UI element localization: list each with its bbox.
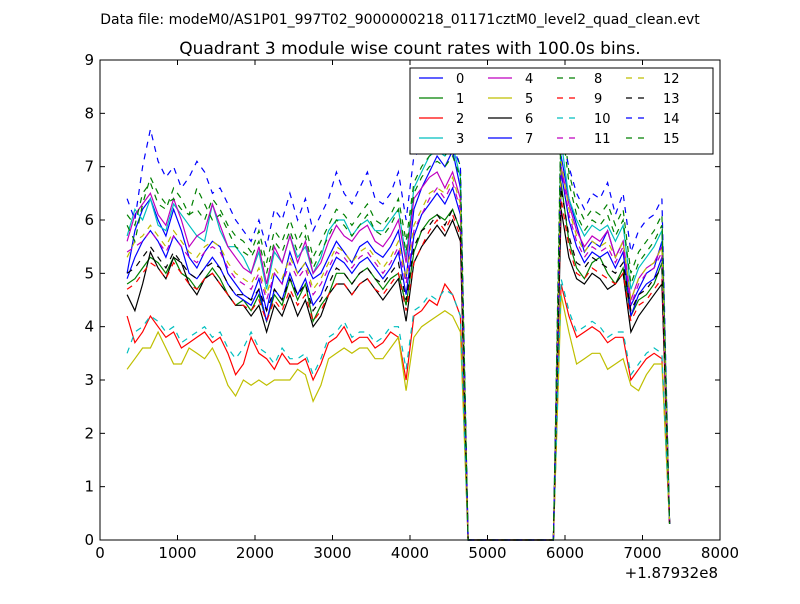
legend-label-13: 13 bbox=[663, 92, 680, 107]
legend-box bbox=[409, 67, 714, 155]
legend-label-0: 0 bbox=[456, 72, 464, 87]
series-line-2 bbox=[126, 282, 671, 541]
legend-label-8: 8 bbox=[594, 72, 602, 87]
axis-ticks: 0 1000 2000 3000 4000 5000 6000 7000 80000123456… bbox=[84, 51, 739, 562]
x-tick-label: 3000 bbox=[313, 544, 351, 562]
x-offset-label: +1.87932e8 bbox=[625, 564, 718, 582]
x-tick-label: 7000 bbox=[623, 544, 661, 562]
series-line-15 bbox=[126, 118, 671, 541]
legend-label-10: 10 bbox=[594, 112, 611, 127]
y-tick-label: 4 bbox=[84, 318, 94, 336]
series-line-7 bbox=[126, 171, 671, 541]
series-line-10 bbox=[126, 278, 671, 541]
series-line-9 bbox=[126, 198, 671, 541]
legend-label-7: 7 bbox=[525, 132, 533, 147]
y-tick-label: 9 bbox=[84, 51, 94, 69]
series-line-5 bbox=[126, 294, 671, 541]
y-tick-label: 5 bbox=[84, 264, 94, 282]
y-tick-label: 1 bbox=[84, 478, 94, 496]
series-line-11 bbox=[126, 166, 671, 541]
chart-title: Quadrant 3 module wise count rates with … bbox=[179, 39, 640, 59]
series-line-4 bbox=[126, 166, 671, 541]
legend-label-15: 15 bbox=[663, 132, 680, 147]
x-tick-label: 0 bbox=[95, 544, 105, 562]
x-tick-label: 5000 bbox=[468, 544, 506, 562]
legend-label-2: 2 bbox=[456, 112, 464, 127]
legend-label-1: 1 bbox=[456, 92, 464, 107]
legend-label-3: 3 bbox=[456, 132, 464, 147]
x-tick-label: 2000 bbox=[236, 544, 274, 562]
y-tick-label: 8 bbox=[84, 104, 94, 122]
y-tick-label: 0 bbox=[84, 531, 94, 549]
series-line-12 bbox=[126, 161, 671, 541]
legend-label-6: 6 bbox=[525, 112, 533, 127]
x-tick-label: 4000 bbox=[391, 544, 429, 562]
legend-label-12: 12 bbox=[663, 72, 680, 87]
x-tick-label: 8000 bbox=[701, 544, 739, 562]
legend-label-9: 9 bbox=[594, 92, 602, 107]
series-line-14 bbox=[126, 129, 671, 541]
y-tick-label: 3 bbox=[84, 371, 94, 389]
series-line-13 bbox=[126, 187, 671, 541]
legend-label-5: 5 bbox=[525, 92, 533, 107]
chart-suptitle: Data file: modeM0/AS1P01_997T02_90000002… bbox=[100, 12, 700, 28]
y-tick-label: 7 bbox=[84, 158, 94, 176]
series-lines bbox=[126, 107, 671, 541]
x-tick-label: 1000 bbox=[158, 544, 196, 562]
legend-label-4: 4 bbox=[525, 72, 533, 87]
legend-label-11: 11 bbox=[594, 132, 611, 147]
x-tick-label: 6000 bbox=[546, 544, 584, 562]
legend-label-14: 14 bbox=[663, 112, 680, 127]
y-tick-label: 6 bbox=[84, 211, 94, 229]
series-line-8 bbox=[126, 107, 671, 541]
y-tick-label: 2 bbox=[84, 424, 94, 442]
